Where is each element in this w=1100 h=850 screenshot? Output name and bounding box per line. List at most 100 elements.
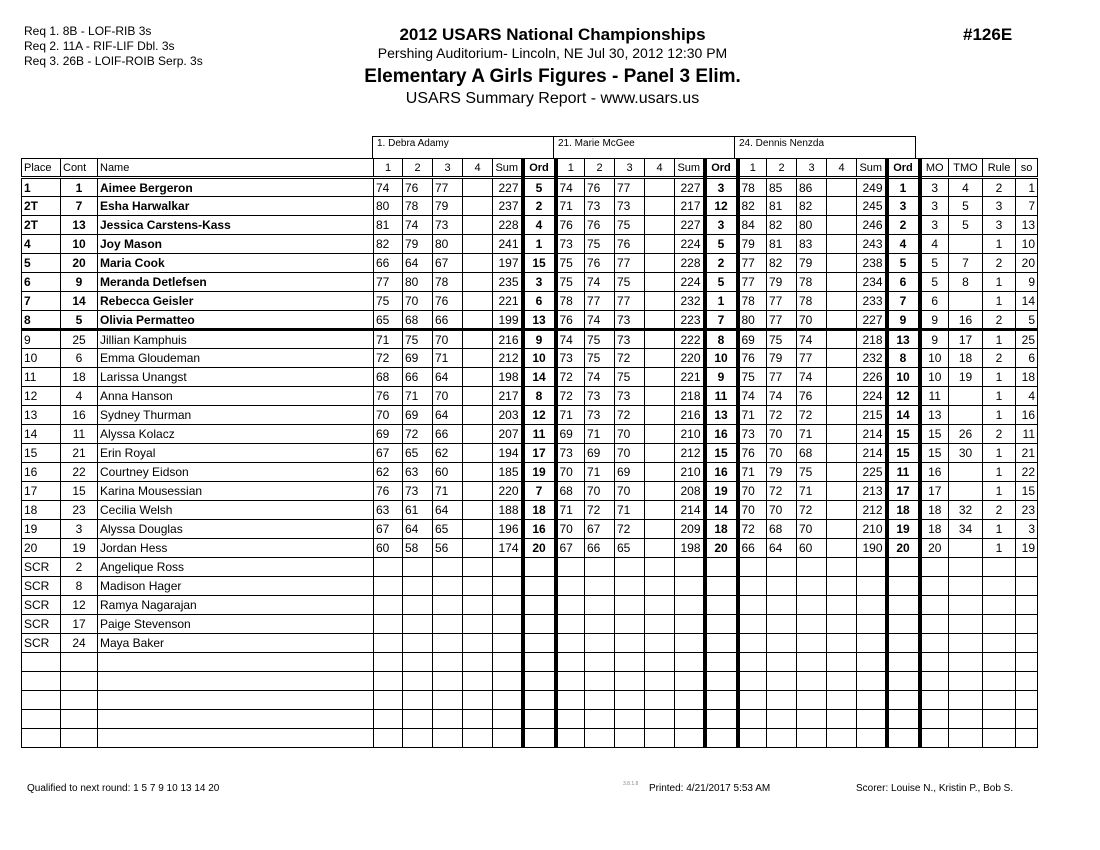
score-cell [462,671,493,691]
score-cell [796,595,827,615]
ordinal-cell [520,728,558,748]
tmo-cell [948,690,983,710]
skater-name: Ramya Nagarajan [97,595,374,615]
score-cell: 76 [737,443,767,463]
so-cell [1015,633,1038,653]
rule-cell: 1 [982,367,1016,387]
score-cell: 75 [584,329,615,349]
mo-cell [919,595,949,615]
sum-cell: 225 [856,462,887,482]
score-cell: 77 [432,177,463,197]
ordinal-cell: 9 [884,310,922,331]
score-cell: 73 [584,405,615,425]
skater-name: Paige Stevenson [97,614,374,634]
sum-cell: 221 [492,291,523,311]
score-cell: 76 [737,348,767,368]
so-cell: 3 [1015,519,1038,539]
score-cell [432,671,463,691]
score-cell: 69 [402,405,433,425]
tmo-cell [948,291,983,311]
score-cell: 76 [584,177,615,197]
score-cell [826,234,857,254]
score-cell [373,557,403,577]
score-cell: 76 [402,177,433,197]
rule-cell: 2 [982,500,1016,520]
ordinal-cell [702,652,740,672]
score-cell [462,405,493,425]
so-cell: 7 [1015,196,1038,216]
ordinal-cell: 3 [702,177,740,197]
sum-cell: 227 [856,310,887,331]
ordinal-cell: 13 [702,405,740,425]
table-row: 15 21 Erin Royal 67 65 62 194 17 73 69 70 212 15 76 70… [21,443,1038,463]
tmo-cell [948,538,983,558]
score-cell [555,576,585,596]
ordinal-cell: 15 [520,253,558,273]
score-cell [644,500,675,520]
score-cell [644,177,675,197]
ordinal-cell: 12 [884,386,922,406]
score-cell [826,576,857,596]
sum-cell: 213 [856,481,887,501]
place-cell [21,709,61,729]
col-so: so [1015,158,1038,179]
col-judge1-3: 3 [432,158,463,179]
score-cell: 60 [796,538,827,558]
place-cell: 10 [21,348,61,368]
score-cell: 69 [614,462,645,482]
score-cell [826,633,857,653]
score-cell: 72 [796,405,827,425]
score-cell [462,177,493,197]
skater-name [97,709,374,729]
score-cell: 76 [584,215,615,235]
score-cell: 62 [432,443,463,463]
mo-cell: 15 [919,443,949,463]
score-cell: 70 [766,424,797,444]
place-cell: 15 [21,443,61,463]
score-cell: 73 [614,196,645,216]
place-cell: 5 [21,253,61,273]
score-cell: 80 [373,196,403,216]
tmo-cell [948,234,983,254]
score-cell: 65 [373,310,403,331]
score-cell [737,652,767,672]
score-cell [402,652,433,672]
mo-cell [919,671,949,691]
requirement-3: Req 3. 26B - LOIF-ROIB Serp. 3s [24,54,203,68]
so-cell: 20 [1015,253,1038,273]
score-cell [826,671,857,691]
ordinal-cell: 1 [520,234,558,254]
score-cell [402,595,433,615]
mo-cell: 18 [919,519,949,539]
tmo-cell [948,557,983,577]
ordinal-cell: 14 [884,405,922,425]
score-cell: 69 [402,348,433,368]
score-cell: 56 [432,538,463,558]
score-cell: 68 [796,443,827,463]
ordinal-cell [884,576,922,596]
score-cell [462,291,493,311]
score-cell: 74 [373,177,403,197]
score-cell [737,633,767,653]
rule-cell [982,576,1016,596]
score-cell: 64 [402,519,433,539]
mo-cell: 10 [919,348,949,368]
ordinal-cell [884,690,922,710]
score-cell: 71 [555,500,585,520]
ordinal-cell [520,595,558,615]
ordinal-cell: 8 [702,329,740,349]
score-cell [796,614,827,634]
col-judge3-2: 2 [766,158,797,179]
score-cell: 70 [614,481,645,501]
score-cell [614,652,645,672]
score-cell [462,500,493,520]
score-cell [737,595,767,615]
score-cell: 81 [766,196,797,216]
mo-cell: 20 [919,538,949,558]
skater-name: Rebecca Geisler [97,291,374,311]
requirement-1: Req 1. 8B - LOF-RIB 3s [24,24,152,38]
score-cell [462,481,493,501]
score-cell: 66 [373,253,403,273]
sum-cell: 198 [492,367,523,387]
score-cell: 66 [584,538,615,558]
